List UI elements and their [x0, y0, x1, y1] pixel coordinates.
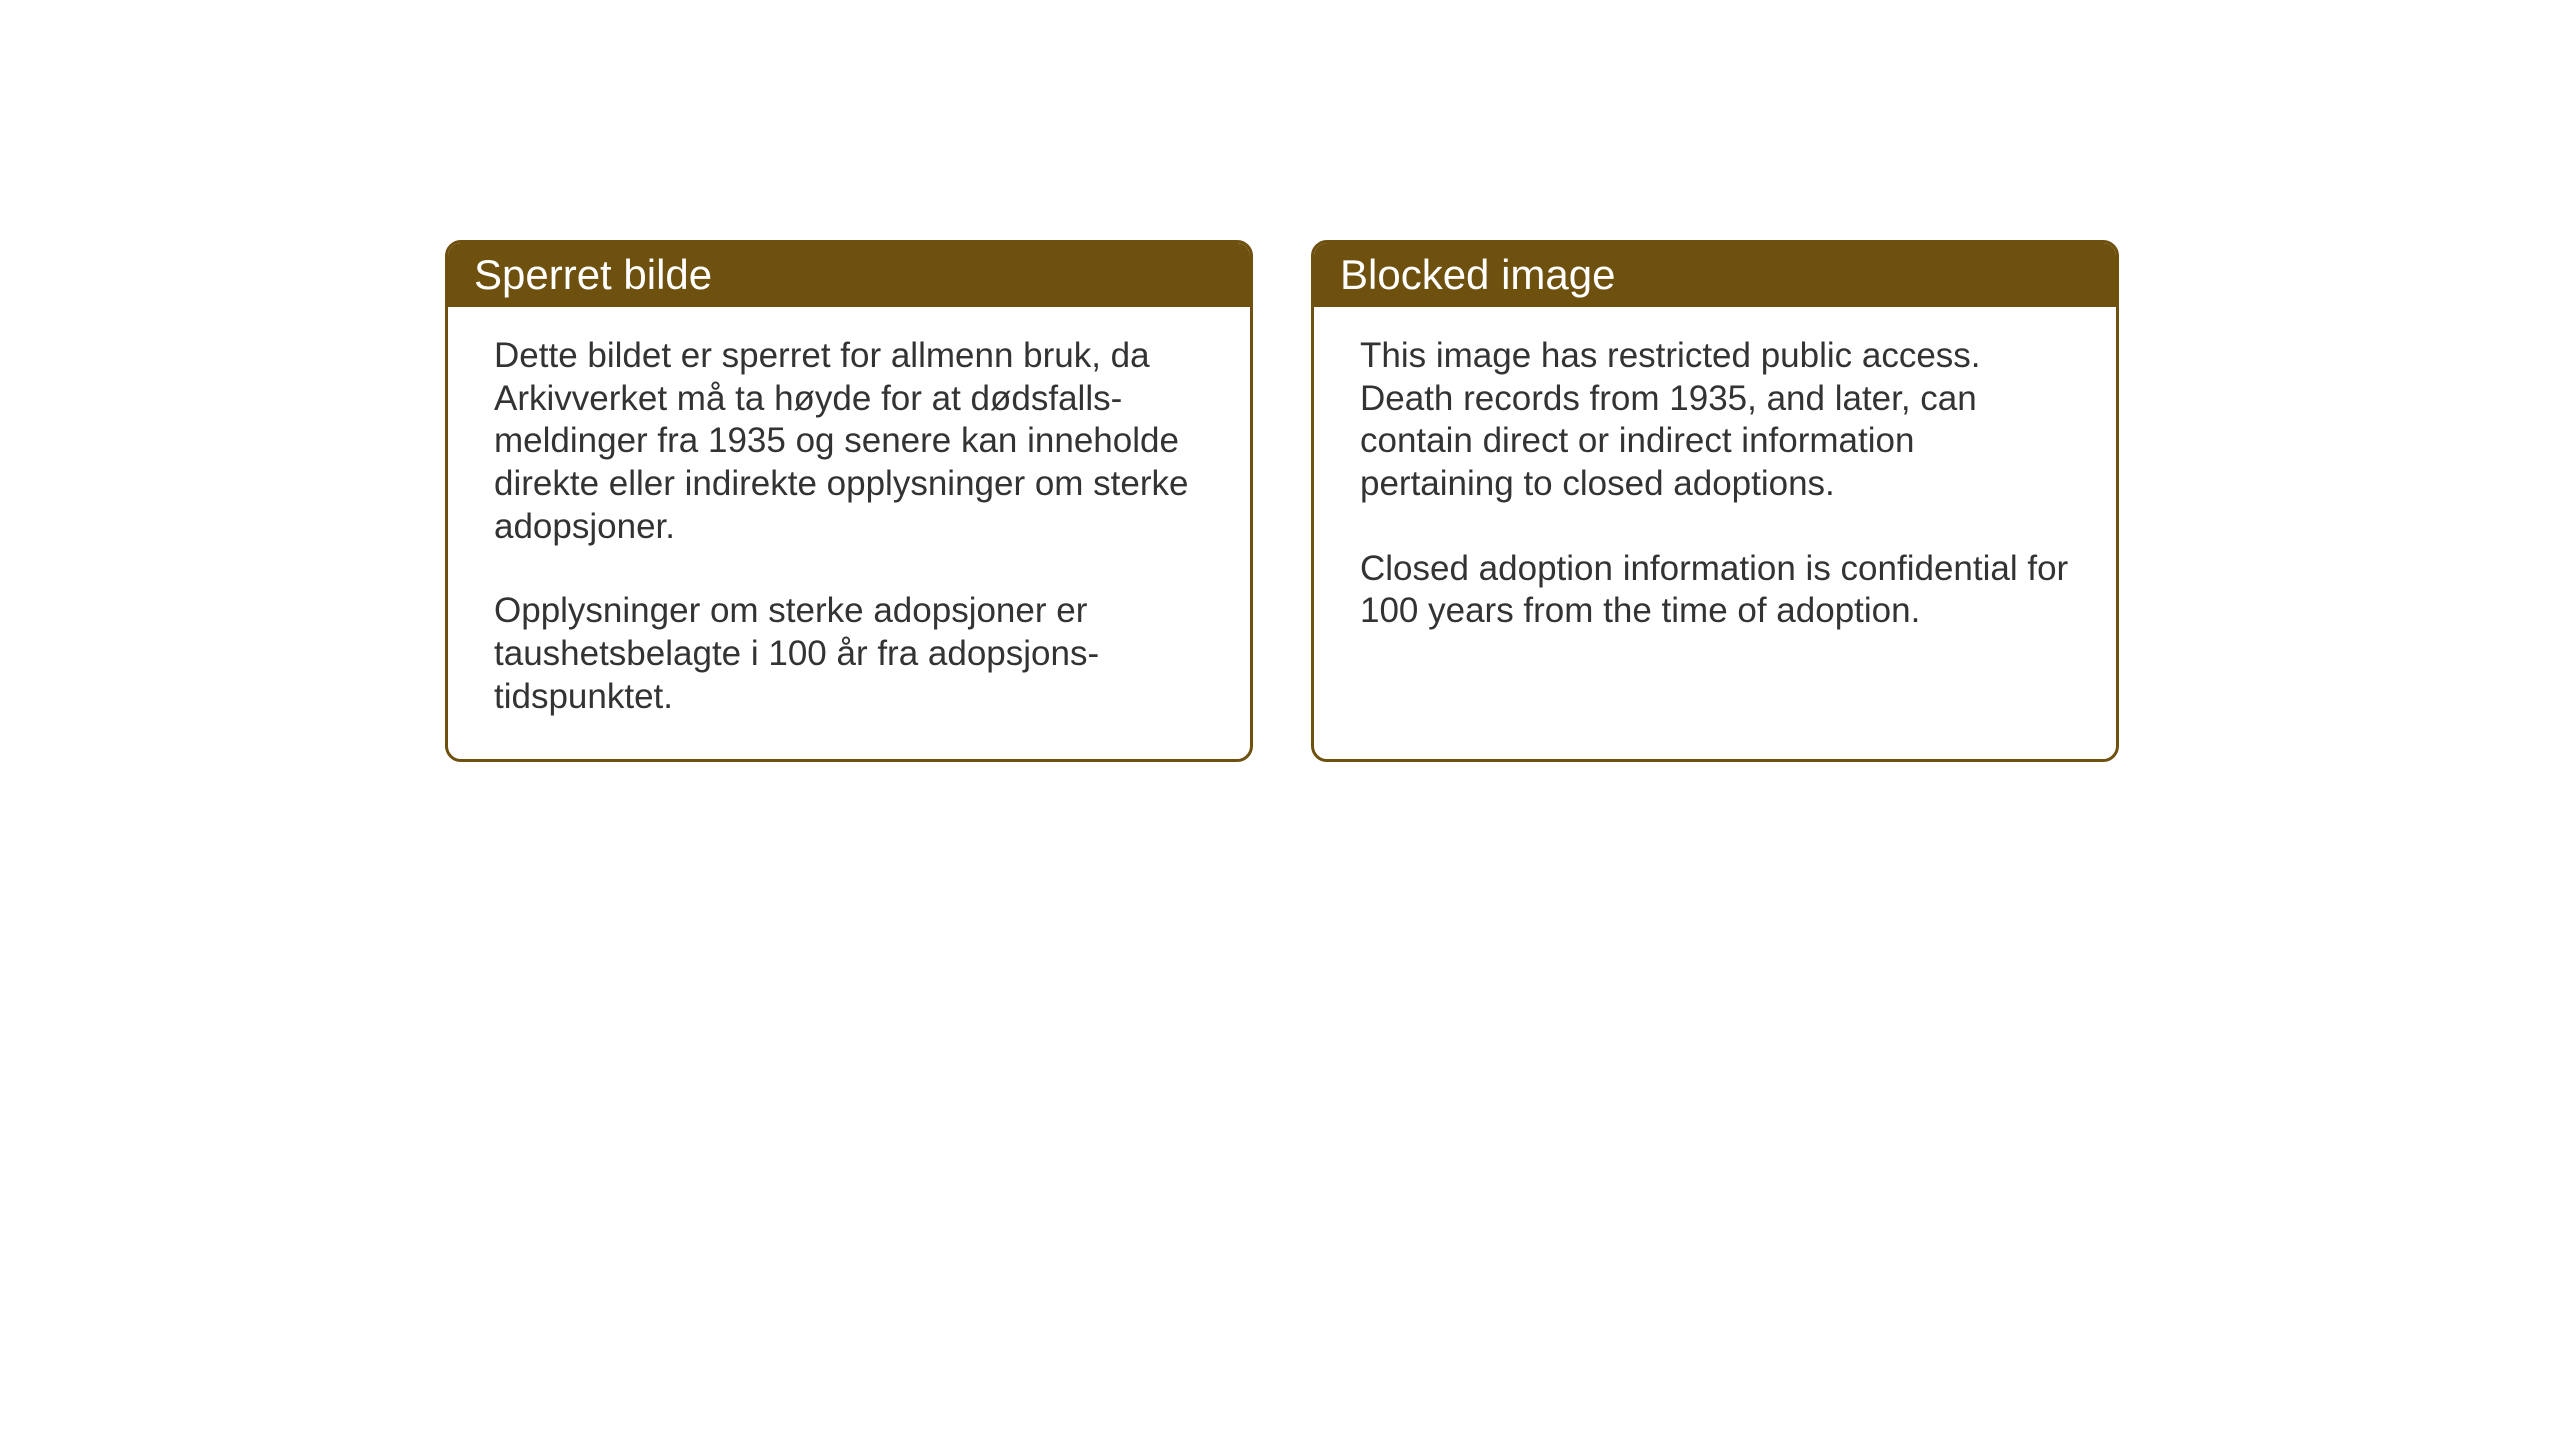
- card-paragraph: Dette bildet er sperret for allmenn bruk…: [494, 335, 1204, 548]
- notice-cards-container: Sperret bilde Dette bildet er sperret fo…: [445, 240, 2119, 762]
- notice-card-norwegian: Sperret bilde Dette bildet er sperret fo…: [445, 240, 1253, 762]
- card-title: Sperret bilde: [474, 251, 712, 298]
- card-body-english: This image has restricted public access.…: [1314, 307, 2116, 737]
- card-paragraph: This image has restricted public access.…: [1360, 335, 2070, 506]
- card-body-norwegian: Dette bildet er sperret for allmenn bruk…: [448, 307, 1250, 759]
- card-paragraph: Closed adoption information is confident…: [1360, 548, 2070, 633]
- card-paragraph: Opplysninger om sterke adopsjoner er tau…: [494, 590, 1204, 718]
- card-header-english: Blocked image: [1314, 243, 2116, 307]
- card-header-norwegian: Sperret bilde: [448, 243, 1250, 307]
- card-title: Blocked image: [1340, 251, 1615, 298]
- notice-card-english: Blocked image This image has restricted …: [1311, 240, 2119, 762]
